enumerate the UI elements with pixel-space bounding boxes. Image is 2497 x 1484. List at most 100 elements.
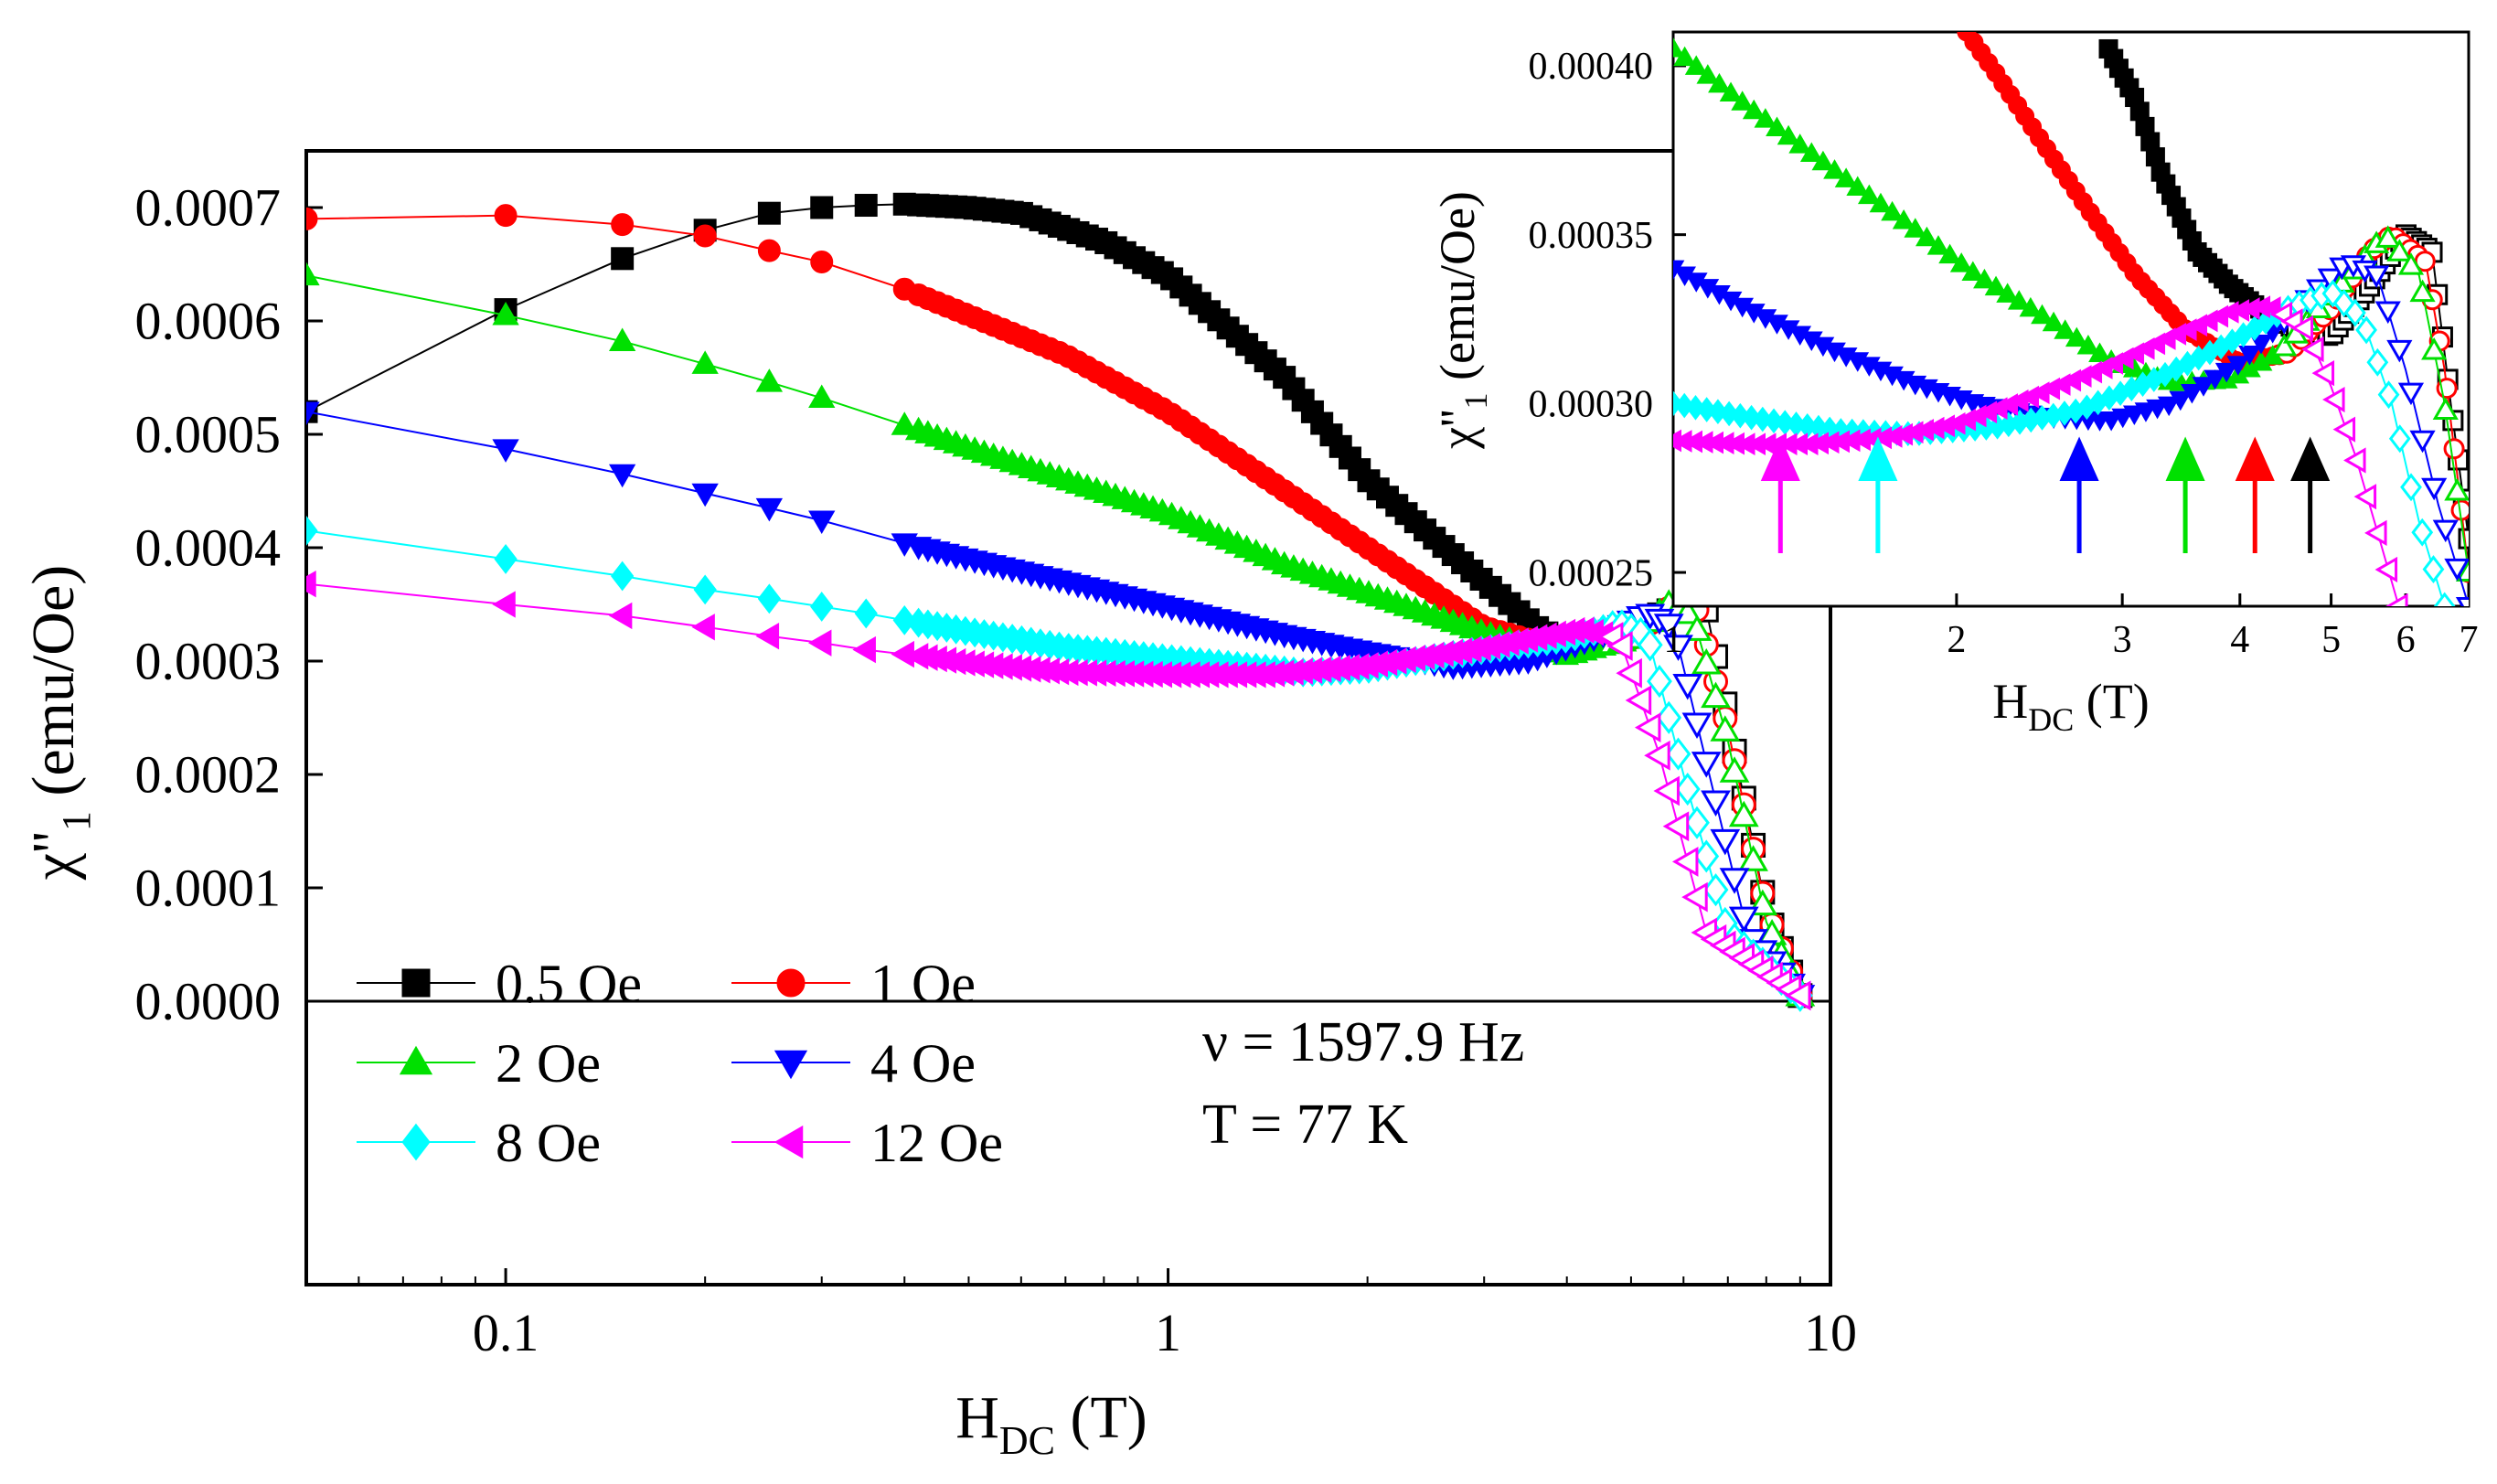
data-point-2-oe [1938, 243, 1961, 264]
data-point-2-oe [1973, 268, 1996, 289]
data-point-2-oe [2271, 334, 2298, 357]
y-tick-label: 0.0005 [135, 405, 282, 464]
data-point-8-oe [1702, 873, 1729, 907]
data-point-4-oe [2249, 335, 2273, 355]
data-point-2-oe [2374, 225, 2401, 248]
inset-x-axis-label: HDC (T) [1992, 674, 2149, 738]
y-tick-label: 0.0007 [135, 178, 282, 238]
data-point-2-oe [1708, 72, 1731, 93]
legend: 0.5 Oe 1 Oe 2 Oe 4 Oe 8 Oe 12 Oe [357, 954, 1003, 1173]
data-point-4-oe [2317, 268, 2343, 292]
inset-arrow [2290, 436, 2331, 553]
data-point-8-oe [494, 543, 518, 574]
data-point-2-oe [1701, 681, 1731, 709]
data-point-4-oe [755, 497, 784, 522]
data-point-2-oe [2076, 335, 2100, 355]
data-point-1-oe [693, 224, 717, 248]
data-point-2-oe [1846, 176, 1870, 196]
x-tick-label: 5 [2321, 619, 2341, 661]
data-point-8-oe [2343, 298, 2366, 327]
data-point-12-oe [1644, 740, 1670, 771]
data-point-2-oe [2054, 319, 2077, 339]
legend-marker [776, 968, 806, 998]
data-point-2-oe [2432, 397, 2459, 421]
series-12-oe [1673, 295, 2408, 606]
data-point-4-oe [1681, 712, 1713, 740]
data-point-8-oe [1684, 806, 1710, 839]
data-point-8-oe [1674, 772, 1701, 806]
data-point-4-oe [1663, 635, 1693, 661]
data-point-2-oe [608, 327, 636, 352]
data-point-4-oe [306, 401, 320, 426]
data-point-2-oe [2409, 279, 2436, 303]
data-point-12-oe [691, 614, 715, 641]
data-point-4-oe [2181, 383, 2204, 404]
data-point-12-oe [1653, 775, 1680, 806]
data-point-2-oe [1949, 252, 1973, 272]
data-point-4-oe [1691, 752, 1722, 778]
x-tick-label: 3 [2113, 619, 2132, 661]
data-point-4-oe [1672, 673, 1703, 700]
data-point-12-oe [1625, 685, 1652, 716]
y-tick-label: 0.00040 [1529, 46, 1654, 88]
inset-x-axis: 1 2 3 4 5 6 7 [1664, 593, 2479, 661]
data-point-2-oe [1710, 715, 1741, 742]
data-point-12-oe [2301, 336, 2324, 363]
legend-label: 8 Oe [496, 1113, 601, 1173]
data-point-2-oe [1691, 648, 1722, 675]
inset-arrow [1858, 436, 1898, 553]
data-point-2-oe [1915, 226, 1938, 247]
data-point-2-oe [1904, 218, 1927, 238]
data-point-12-oe [1671, 847, 1699, 877]
data-point-2-oe [2065, 326, 2088, 347]
data-point-12-oe [2385, 593, 2408, 606]
data-point-4-oe [2374, 301, 2401, 325]
data-point-0-5-oe [854, 194, 878, 218]
data-point-4-oe [2432, 519, 2459, 543]
inset-plot: 1 2 3 4 5 6 7 0.00025 0.00030 0.00035 0.00040 HDC… [1430, 30, 2479, 738]
main-x-axis: 0.1 1 10 [357, 1268, 1857, 1362]
legend-label: 0.5 Oe [496, 954, 642, 1014]
x-tick-label: 1 [1155, 1303, 1181, 1362]
inset-plot-frame [1671, 30, 2470, 608]
x-tick-label: 7 [2460, 619, 2479, 661]
data-point-2-oe [1961, 261, 1985, 282]
data-point-8-oe [2366, 347, 2389, 377]
data-point-8-oe [2411, 518, 2434, 547]
x-tick-label: 4 [2230, 619, 2249, 661]
legend-entry-1-oe: 1 Oe [731, 954, 976, 1014]
series-0-5-oe [306, 192, 1813, 1009]
data-point-2-oe [1869, 192, 1893, 213]
y-tick-label: 0.00035 [1529, 215, 1654, 257]
data-point-8-oe [2377, 380, 2400, 410]
data-point-2-oe [1696, 64, 1720, 84]
data-point-8-oe [1665, 737, 1691, 771]
data-point-12-oe [2343, 447, 2366, 474]
arrow-head [2290, 436, 2331, 481]
data-point-4-oe [2444, 558, 2469, 582]
data-point-2-oe [1738, 845, 1768, 871]
data-point-2-oe [1754, 108, 1777, 128]
data-point-4-oe [1728, 906, 1759, 934]
data-point-12-oe [755, 623, 780, 650]
y-tick-label: 0.0003 [135, 632, 282, 691]
data-point-4-oe [1653, 614, 1684, 640]
data-point-8-oe [693, 574, 717, 605]
y-tick-label: 0.0002 [135, 745, 282, 805]
inset-arrow [2165, 436, 2205, 553]
main-y-axis-label: χ''1 (emu/Oe) [20, 565, 99, 881]
data-point-2-oe [2088, 342, 2111, 362]
data-point-1-oe [757, 239, 781, 262]
data-point-4-oe [608, 464, 636, 488]
data-point-8-oe [306, 515, 318, 546]
frequency-annotation: ν = 1597.9 Hz [1202, 1011, 1524, 1073]
arrow-head [2235, 436, 2275, 481]
data-point-2-oe [1926, 235, 1950, 255]
legend-entry-4-oe: 4 Oe [731, 1033, 976, 1094]
x-tick-label: 0.1 [473, 1303, 539, 1362]
data-point-8-oe [611, 561, 635, 592]
legend-entry-2-oe: 2 Oe [357, 1033, 601, 1094]
data-point-8-oe [2422, 555, 2445, 584]
main-y-axis: 0.0000 0.0001 0.0002 0.0003 0.0004 0.0005 0.00… [135, 178, 323, 1031]
data-point-12-oe [306, 571, 316, 598]
